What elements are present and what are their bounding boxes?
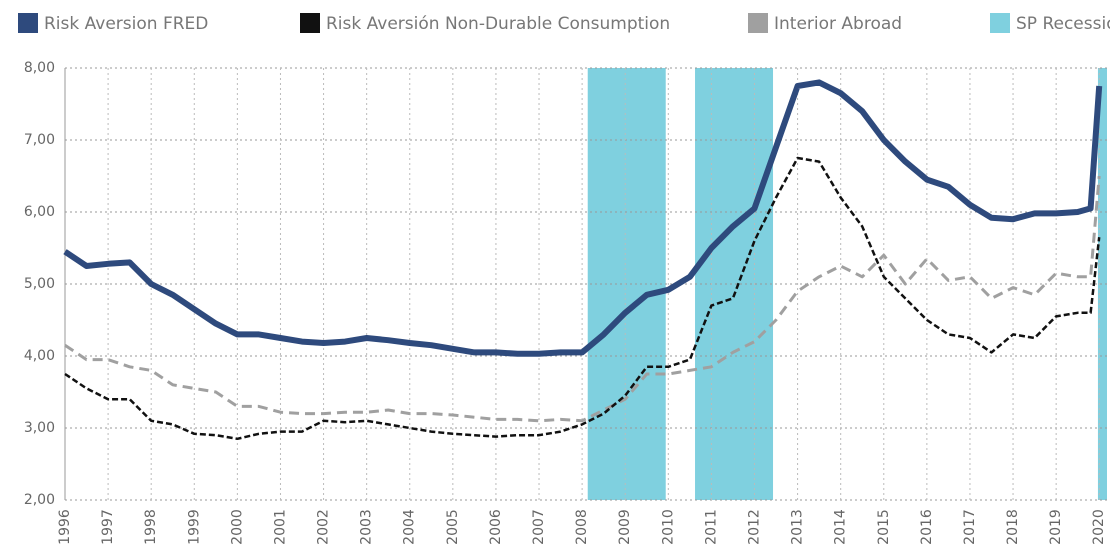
x-tick-label: 2019 bbox=[1048, 509, 1064, 545]
y-tick-label: 7,00 bbox=[24, 132, 55, 148]
x-tick-label: 2018 bbox=[1005, 509, 1021, 545]
x-tick-label: 2001 bbox=[272, 509, 288, 545]
legend-swatch bbox=[300, 13, 320, 33]
x-tick-label: 2004 bbox=[402, 509, 418, 545]
y-tick-label: 4,00 bbox=[24, 348, 55, 364]
x-tick-label: 2011 bbox=[703, 509, 719, 545]
x-tick-label: 2003 bbox=[359, 509, 375, 545]
x-tick-label: 2002 bbox=[316, 509, 332, 545]
legend-label: Interior Abroad bbox=[774, 14, 902, 34]
legend-label: Risk Aversión Non-Durable Consumption bbox=[326, 14, 670, 34]
x-tick-label: 1996 bbox=[57, 509, 73, 545]
x-tick-label: 2012 bbox=[746, 509, 762, 545]
x-tick-label: 2020 bbox=[1091, 509, 1107, 545]
recession-band bbox=[1097, 68, 1107, 500]
legend-label: SP Recessions bbox=[1016, 14, 1110, 34]
x-tick-label: 2013 bbox=[790, 509, 806, 545]
x-tick-label: 2005 bbox=[445, 509, 461, 545]
x-tick-label: 2014 bbox=[833, 509, 849, 545]
x-tick-label: 1999 bbox=[186, 509, 202, 545]
y-tick-label: 2,00 bbox=[24, 492, 55, 508]
x-tick-label: 2017 bbox=[962, 509, 978, 545]
x-tick-label: 2016 bbox=[919, 509, 935, 545]
x-tick-label: 2007 bbox=[531, 509, 547, 545]
y-tick-label: 6,00 bbox=[24, 204, 55, 220]
x-tick-label: 2010 bbox=[660, 509, 676, 545]
x-tick-label: 2008 bbox=[574, 509, 590, 545]
x-tick-label: 2006 bbox=[488, 509, 504, 545]
x-tick-label: 2000 bbox=[229, 509, 245, 545]
y-tick-label: 3,00 bbox=[24, 420, 55, 436]
x-tick-label: 1998 bbox=[143, 509, 159, 545]
legend-swatch bbox=[748, 13, 768, 33]
series-line bbox=[63, 79, 1103, 357]
legend-swatch bbox=[18, 13, 38, 33]
x-tick-label: 2009 bbox=[617, 509, 633, 545]
legend-label: Risk Aversion FRED bbox=[44, 14, 208, 34]
x-tick-label: 2015 bbox=[876, 509, 892, 545]
legend-swatch bbox=[990, 13, 1010, 33]
x-tick-label: 1997 bbox=[100, 509, 116, 545]
series-line bbox=[64, 175, 1101, 423]
y-tick-label: 5,00 bbox=[24, 276, 55, 292]
series-line bbox=[64, 156, 1101, 441]
y-tick-label: 8,00 bbox=[24, 60, 55, 76]
